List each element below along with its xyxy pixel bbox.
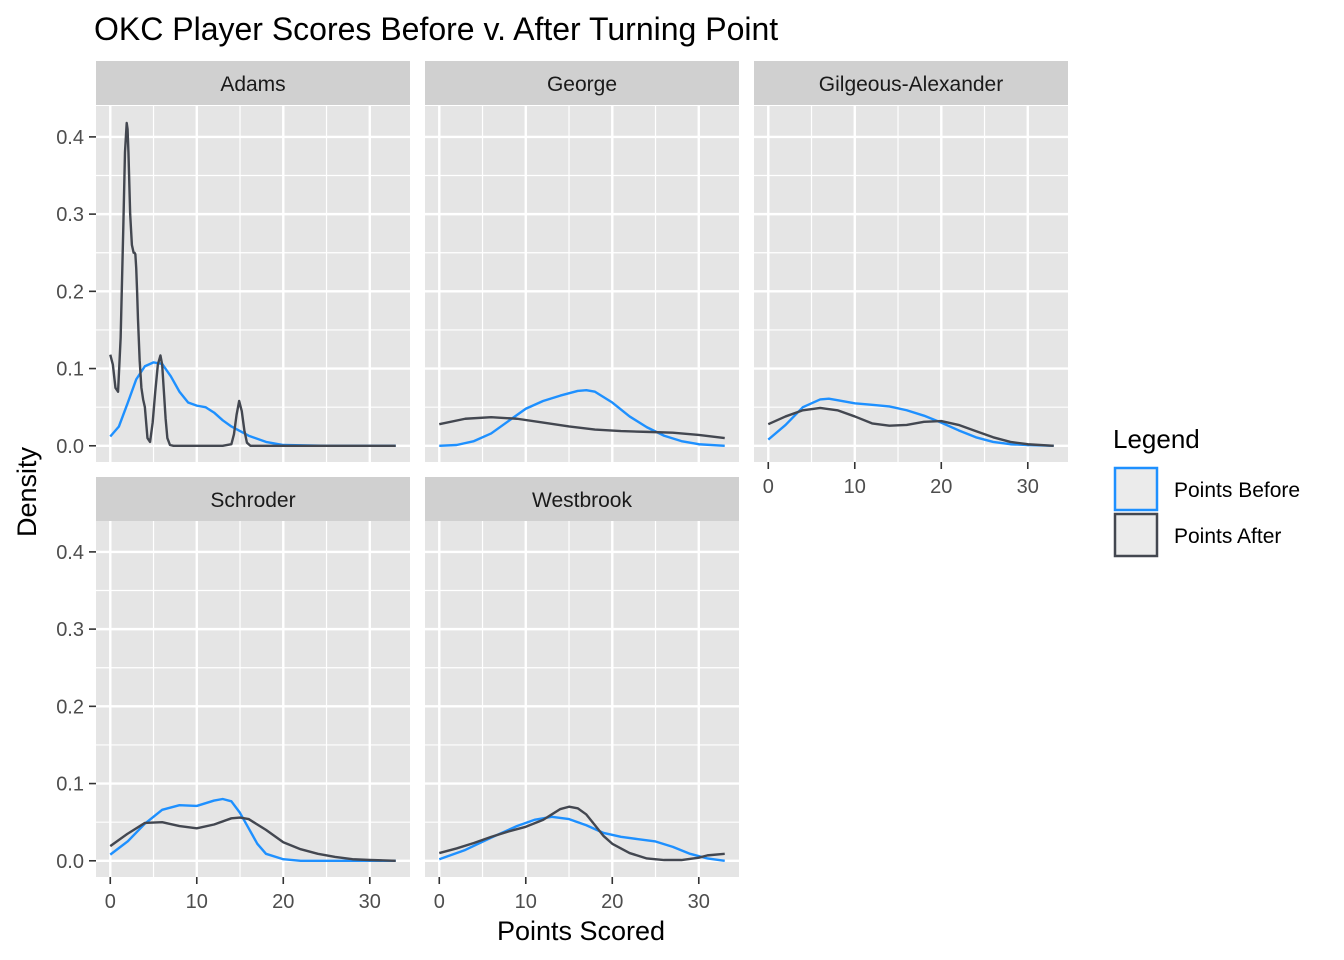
panel-background [425,521,739,877]
strip-label-westbrook: Westbrook [532,489,632,512]
y-tick-label: 0.3 [56,619,84,641]
y-axis-title: Density [12,446,42,537]
legend-label-points-after: Points After [1174,525,1281,548]
strip-label-gilgeous-alexander: Gilgeous-Alexander [819,73,1003,96]
x-tick-label: 10 [515,891,537,913]
legend-label-points-before: Points Before [1174,479,1300,502]
y-tick-label: 0.4 [56,127,84,149]
panel-george: George [425,61,739,462]
line-points-before-schroder [109,797,396,862]
panel-gilgeous-alexander: Gilgeous-Alexander 0 10 20 30 [754,61,1068,498]
legend-key-points-after [1113,512,1159,558]
y-tick-label: 0.1 [56,774,84,796]
y-tick-label: 0.0 [56,436,84,458]
panel-schroder: Schroder 0.0 0.1 0.2 0.3 0.4 0 10 20 30 [56,477,410,913]
panel-westbrook: Westbrook 0 10 20 30 [425,477,739,913]
legend-item-points-after: Points After [1113,512,1281,558]
line-points-before-adams [109,361,396,447]
line-points-before-george [439,388,725,447]
x-tick-label: 30 [1017,476,1039,498]
strip-schroder [96,477,410,521]
x-tick-label: 0 [434,891,445,913]
facet-panels: Adams 0.0 0.1 0.2 0.3 0.4 George Gilgeous-Alexa… [56,61,1068,913]
panel-background [754,106,1068,462]
line-points-after-westbrook [438,805,725,862]
legend-item-points-before: Points Before [1113,466,1300,512]
legend-title: Legend [1113,424,1200,454]
x-axis-title: Points Scored [497,916,665,946]
x-tick-label: 10 [186,891,208,913]
strip-gilgeous-alexander [754,61,1068,105]
x-tick-label: 20 [272,891,294,913]
strip-westbrook [425,477,739,521]
strip-george [425,61,739,105]
y-tick-label: 0.2 [56,281,84,303]
y-tick-label: 0.3 [56,204,84,226]
line-points-after-schroder [109,816,396,862]
legend-items: Points Before Points After [1113,466,1300,558]
line-points-after-adams [109,121,396,447]
strip-label-adams: Adams [220,73,285,96]
y-tick-label: 0.0 [56,851,84,873]
legend: Legend Points Before Points After [1113,424,1300,558]
panel-background [96,106,410,462]
legend-key-points-before [1113,466,1159,512]
chart-title: OKC Player Scores Before v. After Turnin… [94,11,778,47]
strip-adams [96,61,410,105]
x-tick-label: 20 [930,476,952,498]
x-tick-label: 20 [601,891,623,913]
x-tick-label: 0 [763,476,774,498]
line-points-after-george [439,416,725,440]
line-points-after-gilgeous-alexander [767,406,1054,447]
x-tick-label: 30 [688,891,710,913]
x-tick-label: 10 [844,476,866,498]
x-tick-label: 30 [359,891,381,913]
panel-background [96,521,410,877]
line-points-before-gilgeous-alexander [767,397,1054,447]
strip-label-schroder: Schroder [210,489,295,512]
panel-background [425,106,739,462]
x-tick-label: 0 [105,891,116,913]
y-tick-label: 0.4 [56,542,84,564]
panel-adams: Adams 0.0 0.1 0.2 0.3 0.4 [56,61,410,462]
y-tick-label: 0.2 [56,696,84,718]
strip-label-george: George [547,73,617,96]
y-tick-label: 0.1 [56,359,84,381]
